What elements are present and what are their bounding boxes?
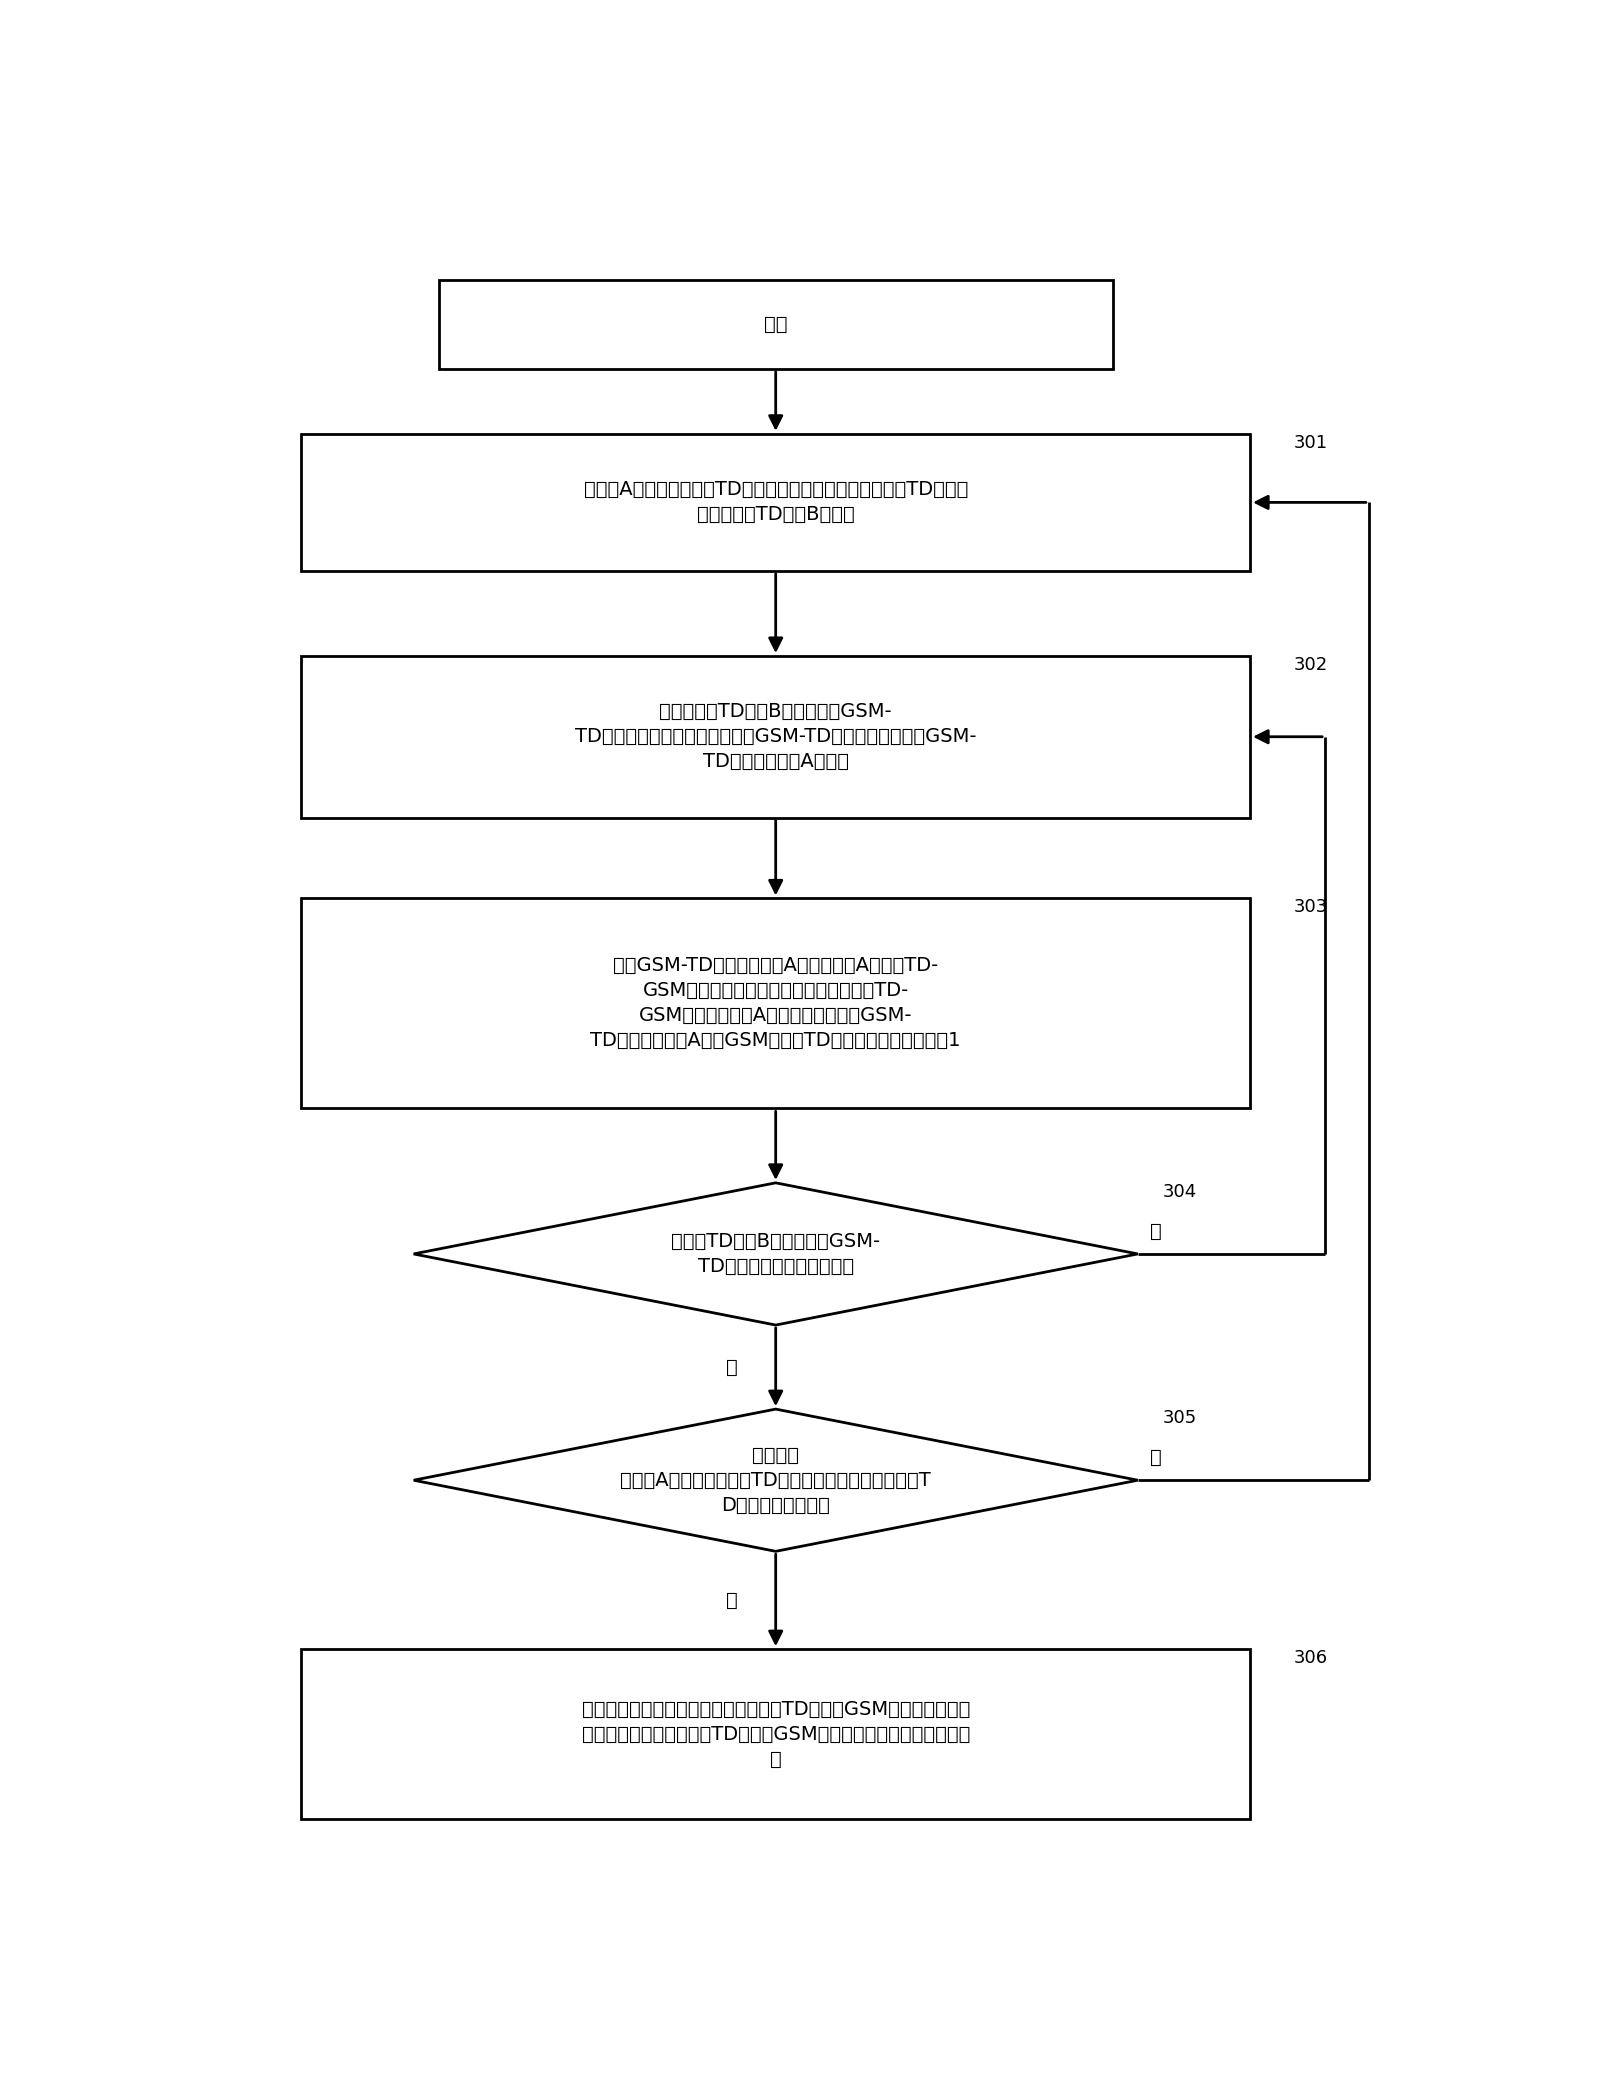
Polygon shape <box>414 1408 1137 1551</box>
Text: 否: 否 <box>1150 1448 1162 1467</box>
Text: 305: 305 <box>1163 1408 1197 1427</box>
Bar <box>301 655 1250 819</box>
Text: 完成对TD小区B对应的所有GSM-
TD频繁重选事件进行判断？: 完成对TD小区B对应的所有GSM- TD频繁重选事件进行判断？ <box>672 1232 880 1276</box>
Text: 从用户A对应的频繁重选TD小区列表中选取下一个频繁重选TD小区（
用频繁重选TD小区B表示）: 从用户A对应的频繁重选TD小区列表中选取下一个频繁重选TD小区（ 用频繁重选TD… <box>583 481 968 525</box>
Bar <box>301 1650 1250 1820</box>
Text: 针对GSM-TD频繁重选事件A，判断用户A对应的TD-
GSM频繁重选事件列表中是否存在对应的TD-
GSM频繁重选事件A，并在存在时，将GSM-
TD频繁重选: 针对GSM-TD频繁重选事件A，判断用户A对应的TD- GSM频繁重选事件列表中… <box>591 957 960 1050</box>
Text: 306: 306 <box>1294 1650 1327 1667</box>
Text: 303: 303 <box>1294 898 1327 917</box>
Text: 304: 304 <box>1163 1184 1197 1201</box>
Text: 从频繁重选TD小区B对应的多个GSM-
TD频繁重选事件中，选取下一个GSM-TD频繁重选事件（用GSM-
TD频繁重选事件A表示）: 从频繁重选TD小区B对应的多个GSM- TD频繁重选事件中，选取下一个GSM-T… <box>575 703 976 770</box>
Bar <box>301 898 1250 1108</box>
Text: 已经完成
对用户A对应的频繁重选TD小区列表中所有的频繁重选T
D小区进行了判断？: 已经完成 对用户A对应的频繁重选TD小区列表中所有的频繁重选T D小区进行了判断… <box>620 1446 931 1515</box>
Text: 否: 否 <box>1150 1222 1162 1241</box>
Text: 302: 302 <box>1294 655 1327 674</box>
Text: 是: 是 <box>727 1358 738 1377</box>
Text: 是: 是 <box>727 1591 738 1610</box>
Bar <box>438 279 1113 369</box>
Text: 确定出相互重选的次数超过设定阈値的TD小区与GSM小区，并将相互
重选次数超过设定阈値的TD小区和GSM小区确定为一对频繁重选小区
对: 确定出相互重选的次数超过设定阈値的TD小区与GSM小区，并将相互 重选次数超过设… <box>582 1700 970 1769</box>
Text: 开始: 开始 <box>764 315 788 334</box>
Bar <box>301 434 1250 571</box>
Text: 301: 301 <box>1294 434 1327 451</box>
Polygon shape <box>414 1184 1137 1324</box>
